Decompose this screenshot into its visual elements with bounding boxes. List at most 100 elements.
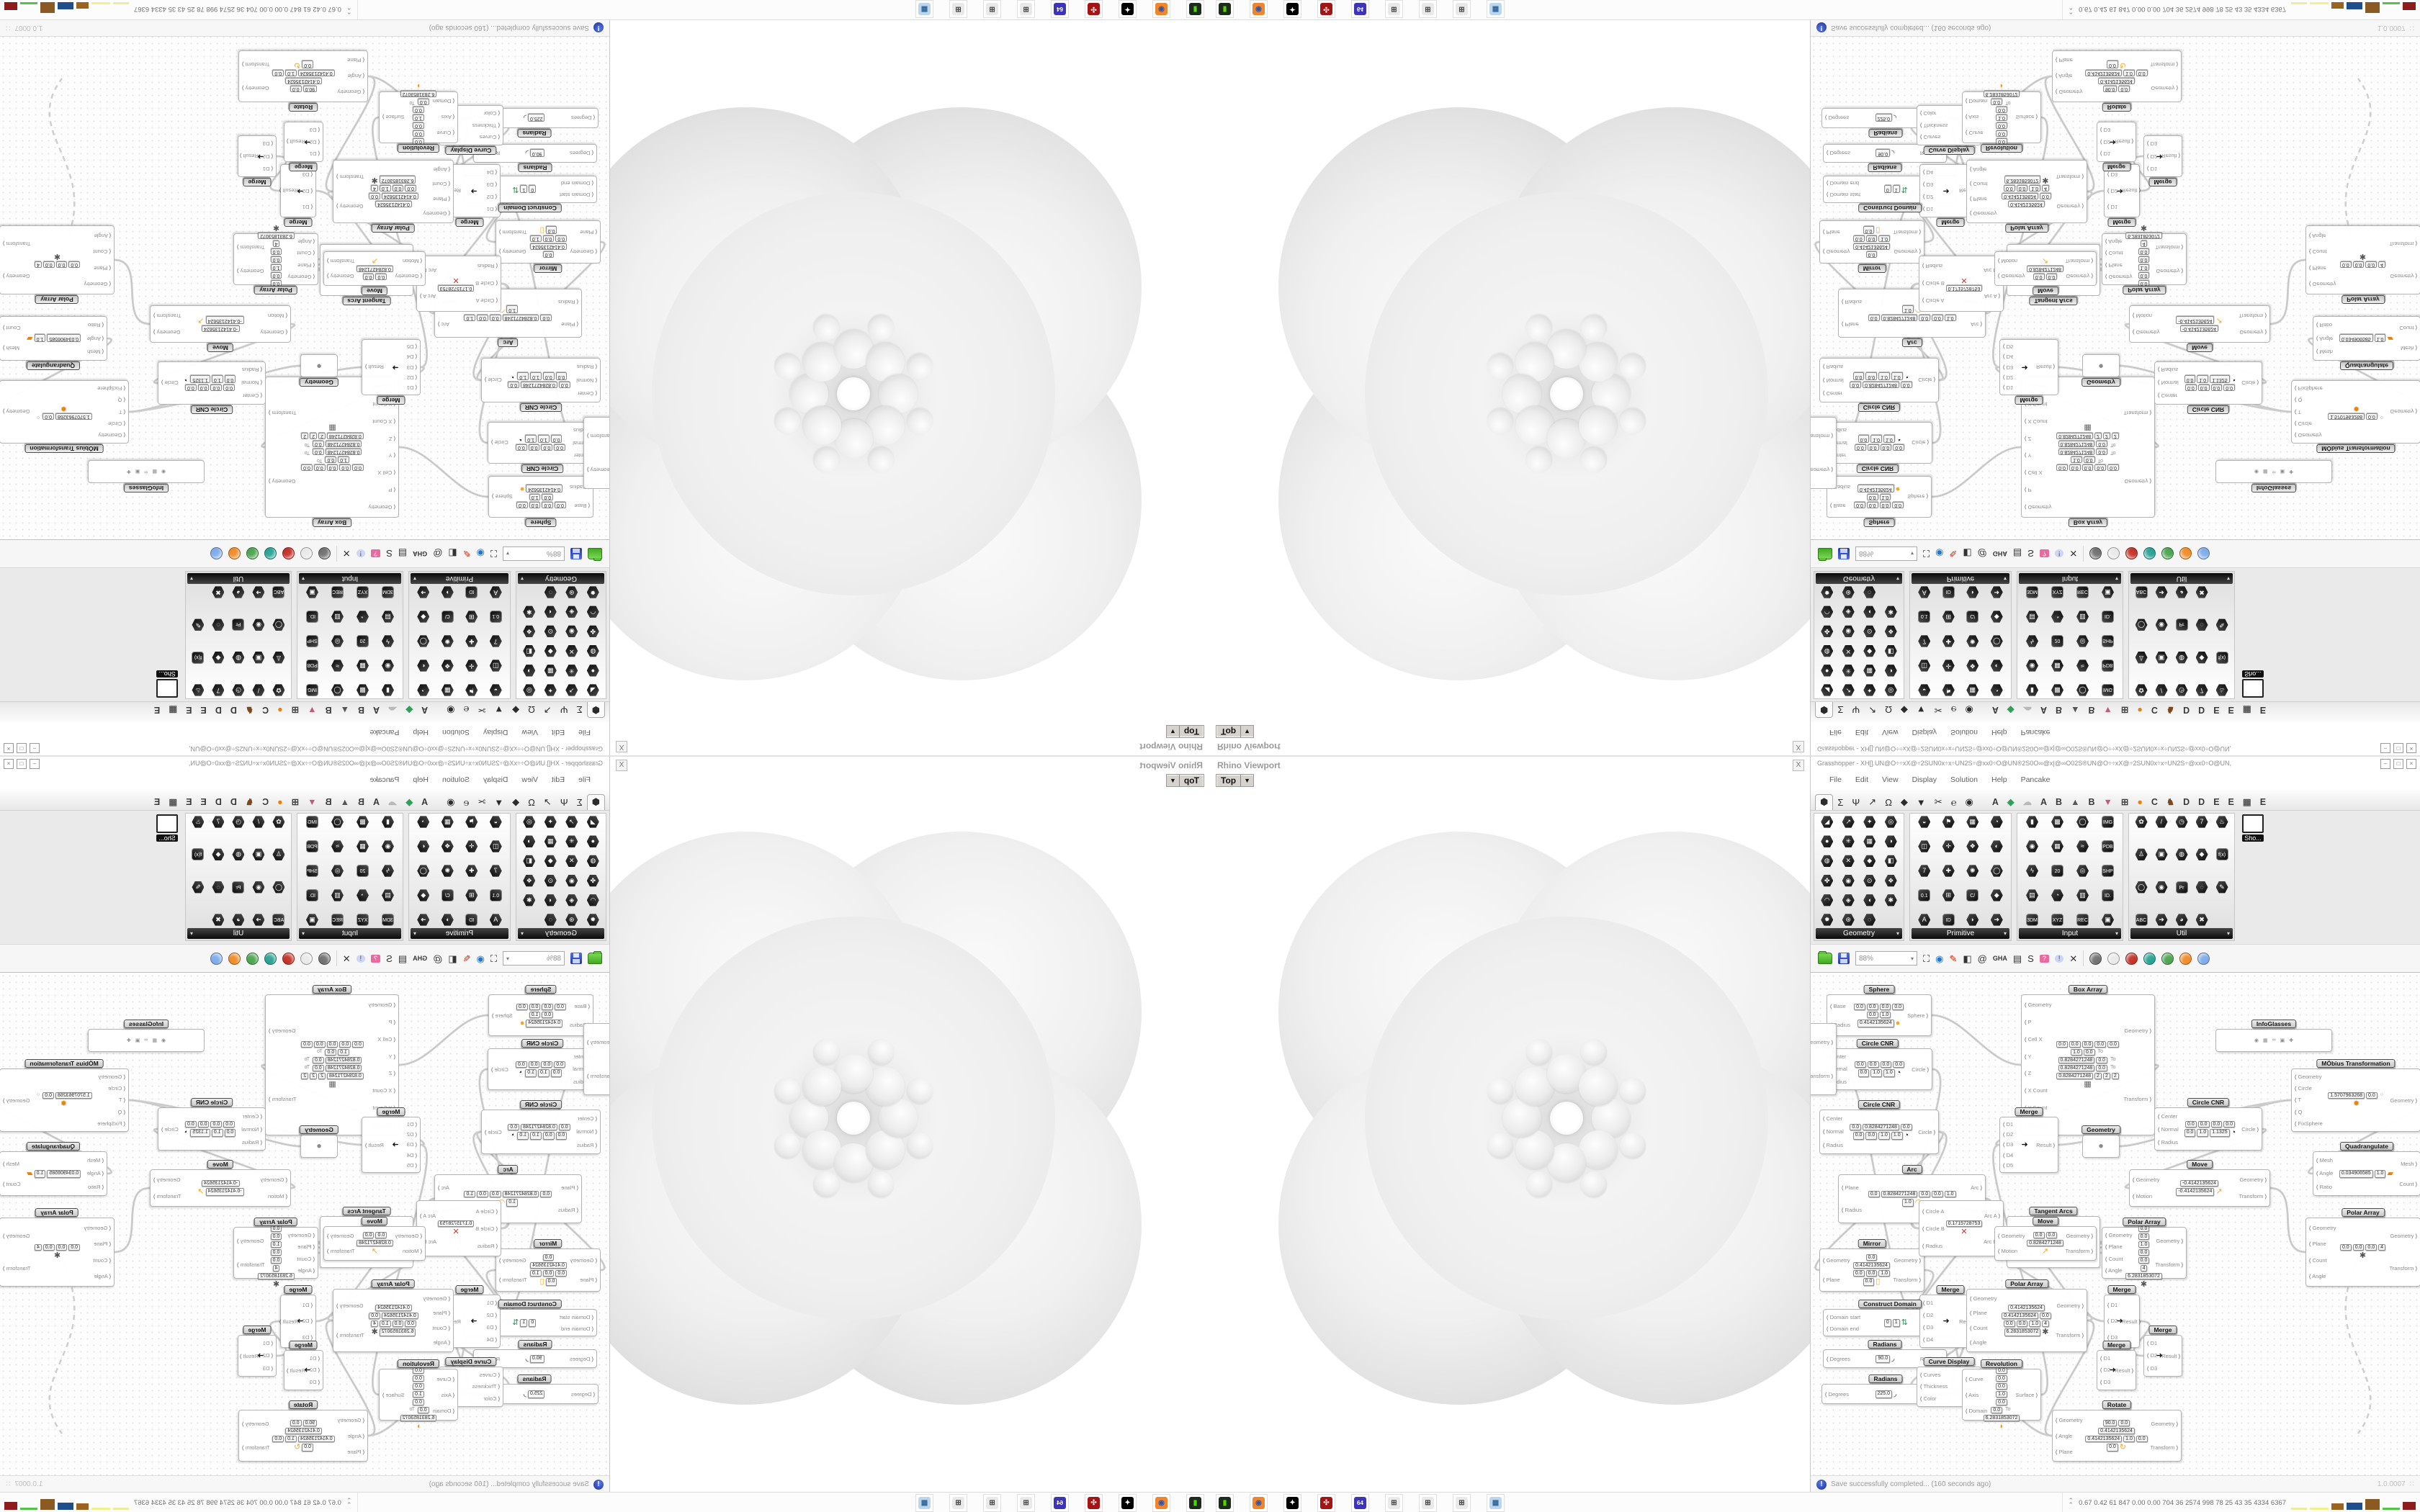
node-input-port[interactable]: D2	[310, 1367, 320, 1373]
node-value[interactable]: 0.4142135624	[297, 1436, 335, 1442]
tab-plugin[interactable]: C	[262, 705, 269, 716]
node-input-port[interactable]: Angle	[1970, 1339, 1997, 1346]
node-value[interactable]: 6.2831853072	[379, 176, 416, 184]
node-value[interactable]: 0.0	[542, 1132, 555, 1140]
palette-icon[interactable]: ♨	[2216, 684, 2228, 696]
node-value[interactable]: 0.0	[1996, 107, 2007, 114]
camera-icon[interactable]: ◧	[448, 953, 457, 964]
palette-icon[interactable]: ➜	[253, 586, 265, 598]
node-value[interactable]: -0.4142135624	[2179, 325, 2219, 332]
palette-icon[interactable]: ⊛	[565, 914, 578, 926]
node-value[interactable]: 0.0	[2107, 1041, 2119, 1048]
node-output-port[interactable]: Transform	[2156, 244, 2184, 251]
save-file-icon[interactable]	[1838, 953, 1850, 964]
palette-icon[interactable]: 0.1	[489, 889, 502, 901]
node-input-port[interactable]: Motion	[395, 258, 422, 264]
palette-icon[interactable]: 7	[212, 816, 225, 828]
node-input-port[interactable]: Domain end	[560, 181, 593, 187]
node-value[interactable]: 0.0	[68, 1244, 81, 1251]
palette-icon[interactable]: ▤	[382, 611, 394, 623]
viewport-close-button[interactable]: X	[616, 760, 627, 771]
node-value[interactable]: 0.0	[224, 1129, 236, 1137]
palette-icon[interactable]: ◆	[1991, 611, 2003, 623]
node-input-port[interactable]: Radius	[1823, 1142, 1844, 1148]
node-label[interactable]: Merge	[455, 218, 484, 227]
node-value[interactable]: 0.4142135624	[381, 1313, 418, 1319]
node-input-port[interactable]: Mesh	[87, 1157, 104, 1164]
palette-icon[interactable]: ✦	[544, 684, 557, 696]
node-label[interactable]: Tangent Arcs	[2029, 1207, 2078, 1215]
node-output-port[interactable]: Circle	[491, 1066, 508, 1073]
node-value[interactable]: 2	[318, 1073, 326, 1079]
node-input-port[interactable]: Plane	[2056, 58, 2083, 64]
node-value[interactable]: 1.0	[525, 1069, 537, 1077]
palette-icon[interactable]: ▩	[357, 816, 369, 828]
node-input-port[interactable]: Color	[1920, 1395, 1948, 1402]
palette-icon[interactable]: ❖	[1884, 874, 1897, 887]
node-label[interactable]: Arc	[498, 338, 519, 347]
node-value[interactable]: 0.0	[2016, 185, 2028, 192]
node-input-port[interactable]: Geometry	[287, 274, 315, 280]
palette-icon[interactable]: ✺	[1966, 635, 1978, 647]
node-label[interactable]: Sphere	[525, 518, 557, 527]
node-value[interactable]: 0.0	[516, 1061, 527, 1068]
palette-label[interactable]: Primitive ▾	[1912, 928, 2009, 939]
palette-icon[interactable]: ✖	[2195, 914, 2208, 926]
node-input-port[interactable]: Thickness	[1920, 122, 1948, 129]
node-value[interactable]: 0.0	[516, 1003, 528, 1010]
node-input-port[interactable]: Color	[472, 110, 500, 117]
palette-icon[interactable]: IMG	[2102, 816, 2114, 828]
node-output-port[interactable]: Geometry	[2124, 478, 2152, 485]
node-value[interactable]: 0.0	[375, 274, 387, 281]
node-label[interactable]: Circle CNR	[2187, 405, 2230, 414]
palette-icon[interactable]: SHP	[2102, 635, 2114, 647]
node-value[interactable]: 0.0	[210, 384, 223, 391]
tab-plugin[interactable]: A	[421, 796, 429, 807]
node-label[interactable]: Polar Array	[372, 224, 415, 233]
node-input-port[interactable]: Angle	[423, 166, 450, 173]
preview-balloon-2[interactable]	[2125, 547, 2138, 560]
node-input-port[interactable]: Cell X	[368, 469, 395, 476]
sketch-pen-icon[interactable]: ✎	[1949, 953, 1958, 964]
taskbar-app-icon-puzzle-2[interactable]: ⊞	[983, 1494, 1001, 1512]
node-value[interactable]: 0.0	[185, 384, 197, 391]
node-value[interactable]: 0.0	[545, 226, 557, 234]
node-value[interactable]: 0.0	[392, 1320, 404, 1327]
zoom-level-combobox[interactable]: 88% ▾	[1855, 951, 1917, 966]
node-value[interactable]: 1.0	[530, 372, 542, 380]
node-input-port[interactable]: Axis	[1966, 114, 1987, 121]
node-value[interactable]: 0.0	[1919, 1191, 1931, 1197]
palette-icon[interactable]: ◉	[1842, 625, 1855, 637]
node-label[interactable]: Curve Display	[1923, 1357, 1975, 1366]
palette-icon[interactable]: IMG	[306, 816, 318, 828]
node-input-port[interactable]: FixSphere	[2295, 385, 2323, 392]
palette-icon[interactable]: ◠	[1821, 606, 1833, 618]
node-value[interactable]: 0.8284271248	[325, 441, 362, 447]
node-output-port[interactable]: Circle	[1918, 377, 1935, 384]
node-label[interactable]: Merge	[2148, 178, 2177, 186]
node-label[interactable]: Radians	[1868, 129, 1903, 138]
node-input-port[interactable]: Plane	[1970, 196, 1997, 202]
palette-icon[interactable]: ✱	[523, 606, 535, 618]
palette-icon[interactable]: ◈	[565, 606, 578, 618]
gh-node[interactable]: Circle CNRCenterNormalRadius0.00.00.00.0…	[488, 1039, 597, 1090]
palette-icon[interactable]: ϟ	[382, 635, 394, 647]
palette-icon[interactable]: ✚	[465, 865, 478, 877]
close-button[interactable]: ×	[2406, 743, 2416, 753]
palette-label[interactable]: Util ▾	[187, 573, 290, 584]
tab-plugin[interactable]: ▼	[2103, 705, 2112, 716]
preview-balloon-6[interactable]	[2197, 952, 2210, 965]
node-output-port[interactable]: Result	[2161, 1353, 2180, 1359]
node-label[interactable]: Circle CNR	[519, 1100, 563, 1109]
tab-plugin[interactable]: E	[2213, 796, 2220, 807]
node-value[interactable]: 0.8284271248	[326, 433, 364, 439]
node-input-port[interactable]: Count	[423, 181, 450, 187]
palette-icon[interactable]: ✛	[1942, 660, 1955, 672]
node-value[interactable]: 1.0	[1996, 1390, 2007, 1398]
node-input-port[interactable]: Geometry	[1998, 273, 2025, 279]
node-value[interactable]: 0.0	[1996, 1382, 2007, 1390]
palette-icon[interactable]: ◯	[2076, 684, 2089, 696]
node-value[interactable]: 0.1715728753	[1945, 285, 1983, 292]
node-input-port[interactable]: Center	[576, 1115, 597, 1122]
node-input-port[interactable]: Angle	[2316, 1170, 2333, 1176]
